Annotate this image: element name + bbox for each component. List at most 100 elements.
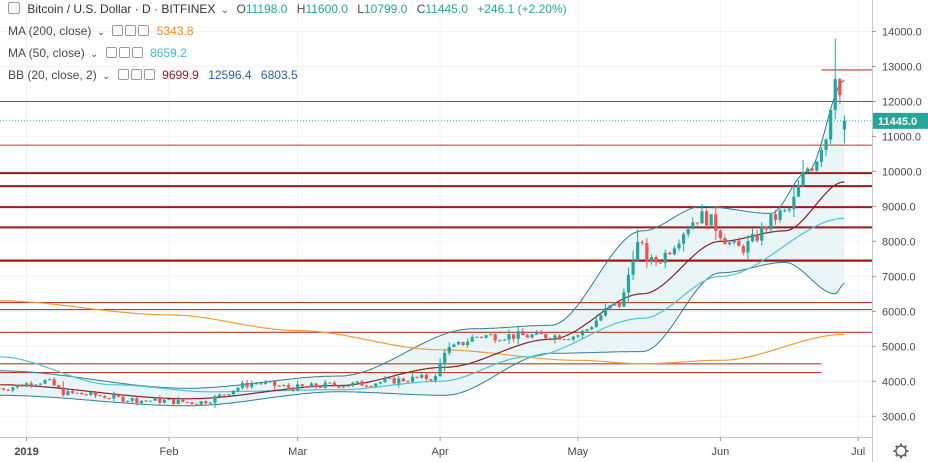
gear-tooth xyxy=(894,444,899,449)
candle-body xyxy=(842,120,847,130)
price-tick-label: 5000.0 xyxy=(882,341,916,353)
price-axis: 3000.0 4000.0 5000.0 6000.0 7000.0 8000.0 9000… xyxy=(872,0,928,462)
ohlc-high-value: 11600.0 xyxy=(305,2,348,16)
time-axis: 2019 Feb Mar Apr May Jun Jul xyxy=(0,437,872,462)
indicator-value-upper: 12596.4 xyxy=(208,68,252,82)
ohlc-high-label: H xyxy=(296,2,306,16)
candle-body xyxy=(227,394,231,396)
price-tick-label: 7000.0 xyxy=(882,271,916,283)
candle-body xyxy=(599,315,603,321)
eye-icon[interactable] xyxy=(105,47,117,58)
candle-body xyxy=(452,344,456,348)
candle-body xyxy=(176,399,180,404)
candle-body xyxy=(332,382,337,386)
candle-body xyxy=(833,79,837,110)
candle-body xyxy=(61,387,65,395)
candle-body xyxy=(792,196,796,209)
eye-icon[interactable] xyxy=(112,25,124,36)
ohlc-change-value: +246.1 (+2.20%) xyxy=(477,2,567,16)
gear-tooth xyxy=(894,453,899,458)
candle-body xyxy=(57,385,61,388)
candle-body xyxy=(764,226,768,230)
indicator-row-bb[interactable]: BB (20, close, 2) ⌄ 9699.9 12596.4 6803.… xyxy=(8,66,298,84)
time-tick-label: Feb xyxy=(160,446,179,458)
candle-body xyxy=(401,378,405,382)
candle-body xyxy=(838,79,842,96)
price-tick-label: 14000.0 xyxy=(882,26,922,38)
candle-body xyxy=(52,379,56,386)
eye-icon[interactable] xyxy=(117,69,129,80)
indicator-label[interactable]: BB (20, close, 2) xyxy=(8,68,97,82)
candle-body xyxy=(259,383,263,385)
candle-body xyxy=(268,381,272,383)
candle-body xyxy=(824,139,828,150)
indicator-label[interactable]: MA (50, close) xyxy=(8,46,85,60)
candle-body xyxy=(130,398,134,401)
candle-body xyxy=(557,335,562,340)
candle-body xyxy=(66,391,70,395)
candle-body xyxy=(103,396,107,399)
candle-body xyxy=(663,252,667,263)
indicator-label[interactable]: MA (200, close) xyxy=(8,24,92,38)
candle-body xyxy=(93,391,98,396)
bollinger-band-fill xyxy=(0,80,845,406)
chevron-down-icon[interactable]: ⌄ xyxy=(90,49,99,60)
indicator-row-ma200[interactable]: MA (200, close) ⌄ 5343.8 xyxy=(8,22,194,40)
collapse-icon[interactable] xyxy=(8,2,20,14)
candle-body xyxy=(447,347,451,353)
ohlc-low-label: L xyxy=(357,2,364,16)
candle-body xyxy=(686,229,690,235)
candle-body xyxy=(392,377,396,384)
candle-body xyxy=(364,385,369,387)
candle-body xyxy=(107,398,111,400)
candle-body xyxy=(796,185,801,197)
close-icon[interactable] xyxy=(131,47,143,58)
settings-icon[interactable] xyxy=(130,69,142,80)
candle-body xyxy=(484,335,488,338)
candle-body xyxy=(691,222,695,230)
gear-tooth xyxy=(903,453,908,458)
candle-body xyxy=(319,386,323,388)
candle-body xyxy=(727,242,732,245)
settings-icon[interactable] xyxy=(125,25,137,36)
chevron-down-icon[interactable]: ⌄ xyxy=(96,27,106,38)
candle-body xyxy=(773,214,778,220)
candle-body xyxy=(534,331,539,335)
ma200-line xyxy=(0,300,845,365)
candle-body xyxy=(429,379,433,381)
candle-body xyxy=(741,246,745,253)
candle-body xyxy=(608,305,612,309)
chevron-down-icon[interactable]: ⌄ xyxy=(102,71,111,82)
candle-body xyxy=(498,340,502,342)
candle-body xyxy=(387,377,392,379)
price-tick-label: 11000.0 xyxy=(882,131,921,143)
candle-body xyxy=(732,240,736,243)
candle-body xyxy=(240,382,245,388)
indicator-value-lower: 6803.5 xyxy=(260,68,298,82)
current-price-label: 11445.0 xyxy=(878,116,917,128)
close-icon[interactable] xyxy=(138,25,150,36)
candle-body xyxy=(783,210,787,212)
settings-icon[interactable] xyxy=(118,47,130,58)
close-icon[interactable] xyxy=(143,69,155,80)
time-tick-label: 2019 xyxy=(14,446,38,458)
candle-body xyxy=(194,403,199,405)
price-tick-label: 3000.0 xyxy=(882,411,916,423)
candle-body xyxy=(11,387,15,391)
candle-body xyxy=(801,172,805,186)
candle-body xyxy=(144,400,148,402)
settings-gear-icon[interactable] xyxy=(893,443,909,459)
candle-body xyxy=(406,381,410,383)
candle-body xyxy=(631,260,635,275)
candle-body xyxy=(479,336,484,338)
time-axis-background xyxy=(0,437,872,462)
candle-body xyxy=(562,339,566,341)
candle-body xyxy=(29,383,33,386)
candle-body xyxy=(640,242,644,244)
candle-body xyxy=(580,330,585,336)
chevron-down-icon[interactable]: ⌄ xyxy=(220,5,230,16)
candle-body xyxy=(585,329,589,331)
symbol-title[interactable]: Bitcoin / U.S. Dollar · D · BITFINEX xyxy=(27,2,216,16)
indicator-row-ma50[interactable]: MA (50, close) ⌄ 8659.2 xyxy=(8,44,187,62)
bb-lower-line xyxy=(0,261,845,407)
